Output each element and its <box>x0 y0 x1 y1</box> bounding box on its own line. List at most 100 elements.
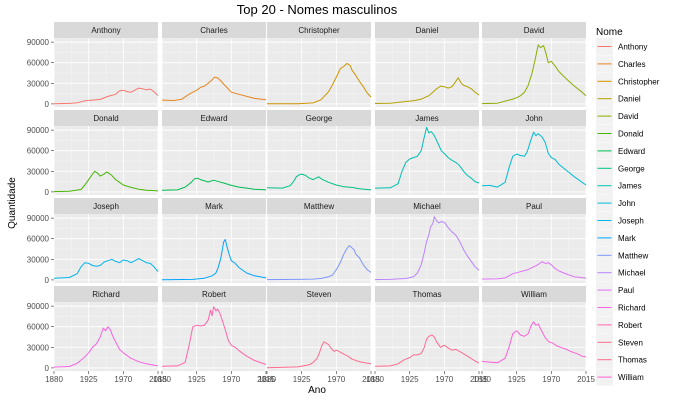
facet-strip-label-daniel: Daniel <box>416 26 439 35</box>
x-tick-label: 1970 <box>435 375 453 384</box>
x-tick-label: 1925 <box>80 375 98 384</box>
legend-label-joseph: Joseph <box>618 217 644 226</box>
facet-strip-william <box>482 286 586 302</box>
facet-strip-paul <box>482 198 586 214</box>
legend-item-joseph: Joseph <box>596 212 644 229</box>
x-tick-label: 1925 <box>293 375 311 384</box>
y-tick-label: 60000 <box>27 59 50 68</box>
y-tick-label: 60000 <box>27 323 50 332</box>
series-line-charles <box>161 76 267 101</box>
facet-panel-david: David <box>481 22 587 107</box>
facet-strip-joseph <box>54 198 158 214</box>
facet-strip-label-michael: Michael <box>413 202 441 211</box>
y-tick-label: 30000 <box>27 79 50 88</box>
legend-label-anthony: Anthony <box>618 43 647 52</box>
facet-strip-anthony <box>54 22 158 38</box>
y-tick-label: 0 <box>45 276 50 285</box>
facet-panels: Anthony 0 30000 60000 90000 Charles Christophe… <box>27 22 595 384</box>
facet-strip-label-thomas: Thomas <box>413 290 442 299</box>
facet-strip-label-donald: Donald <box>93 114 118 123</box>
legend-label-james: James <box>618 182 642 191</box>
facet-strip-label-james: James <box>415 114 439 123</box>
facet-strip-george <box>267 110 371 126</box>
series-line-matthew <box>266 245 372 281</box>
y-tick-label: 60000 <box>27 147 50 156</box>
series-line-edward <box>161 177 267 191</box>
legend-label-richard: Richard <box>618 304 646 313</box>
facet-strip-christopher <box>267 22 371 38</box>
facet-panel-thomas: Thomas 1880 1925 1970 2015 <box>366 286 488 384</box>
x-tick-label: 1925 <box>188 375 206 384</box>
facet-strip-label-matthew: Matthew <box>304 202 334 211</box>
legend-item-steven: Steven <box>596 333 643 351</box>
facet-panel-matthew: Matthew <box>266 198 372 283</box>
legend-items: Anthony Charles Christopher Daniel David Dona… <box>596 38 660 386</box>
y-tick-label: 90000 <box>27 38 50 47</box>
facet-panel-mark: Mark <box>161 198 267 283</box>
facet-strip-label-mark: Mark <box>205 202 224 211</box>
facet-strip-label-charles: Charles <box>200 26 228 35</box>
facet-strip-label-david: David <box>524 26 544 35</box>
x-tick-label: 2015 <box>257 375 275 384</box>
facet-strip-matthew <box>267 198 371 214</box>
legend-label-edward: Edward <box>618 147 645 156</box>
x-tick-label: 1970 <box>222 375 240 384</box>
legend-item-william: William <box>596 368 644 386</box>
series-line-john <box>481 131 587 188</box>
legend-item-michael: Michael <box>596 264 646 282</box>
facet-strip-daniel <box>375 22 479 38</box>
x-tick-label: 1880 <box>366 375 384 384</box>
y-tick-label: 90000 <box>27 126 50 135</box>
x-tick-label: 2015 <box>577 375 595 384</box>
facet-strip-donald <box>54 110 158 126</box>
facet-strip-label-joseph: Joseph <box>93 202 119 211</box>
legend-item-david: David <box>596 107 638 125</box>
x-tick-label: 1970 <box>542 375 560 384</box>
y-tick-label: 0 <box>45 188 50 197</box>
y-tick-label: 30000 <box>27 255 50 264</box>
legend-item-james: James <box>596 177 642 195</box>
x-tick-label: 1880 <box>473 375 491 384</box>
x-tick-label: 1880 <box>45 375 63 384</box>
facet-strip-label-richard: Richard <box>92 290 120 299</box>
facet-strip-michael <box>375 198 479 214</box>
facet-strip-thomas <box>375 286 479 302</box>
series-line-joseph <box>53 258 159 279</box>
y-tick-label: 0 <box>45 364 50 373</box>
legend-item-paul: Paul <box>596 281 634 299</box>
series-line-richard <box>53 326 159 368</box>
legend-item-john: John <box>596 194 635 212</box>
facet-strip-mark <box>162 198 266 214</box>
facet-panel-robert: Robert 1880 1925 1970 2015 <box>153 286 275 384</box>
legend-item-daniel: Daniel <box>596 90 641 108</box>
legend-label-william: William <box>618 373 644 382</box>
facet-panel-william: William 1880 1925 1970 2015 <box>473 286 595 384</box>
facet-strip-label-edward: Edward <box>200 114 227 123</box>
legend-label-paul: Paul <box>618 286 634 295</box>
legend-item-mark: Mark <box>596 229 637 247</box>
facet-panel-charles: Charles <box>161 22 267 107</box>
x-tick-label: 2015 <box>470 375 488 384</box>
facet-strip-steven <box>267 286 371 302</box>
legend-label-donald: Donald <box>618 130 643 139</box>
series-line-steven <box>266 341 372 369</box>
legend-item-richard: Richard <box>596 299 646 316</box>
legend-label-steven: Steven <box>618 338 643 347</box>
legend-item-matthew: Matthew <box>596 246 648 264</box>
y-tick-label: 30000 <box>27 167 50 176</box>
series-line-donald <box>53 170 159 193</box>
facet-panel-john: John <box>481 110 587 195</box>
facet-panel-michael: Michael <box>374 198 480 283</box>
series-line-michael <box>374 216 480 281</box>
facet-panel-george: George <box>266 110 372 195</box>
legend-label-robert: Robert <box>618 321 643 330</box>
x-tick-label: 2015 <box>149 375 167 384</box>
x-tick-label: 1970 <box>327 375 345 384</box>
facet-panel-richard: Richard 0 30000 60000 90000 1880 1925 1970 2015 <box>27 286 167 384</box>
facet-strip-label-john: John <box>525 114 542 123</box>
legend-item-thomas: Thomas <box>596 351 647 369</box>
series-line-mark <box>161 238 267 281</box>
facet-strip-label-george: George <box>306 114 333 123</box>
facet-panel-daniel: Daniel <box>374 22 480 107</box>
